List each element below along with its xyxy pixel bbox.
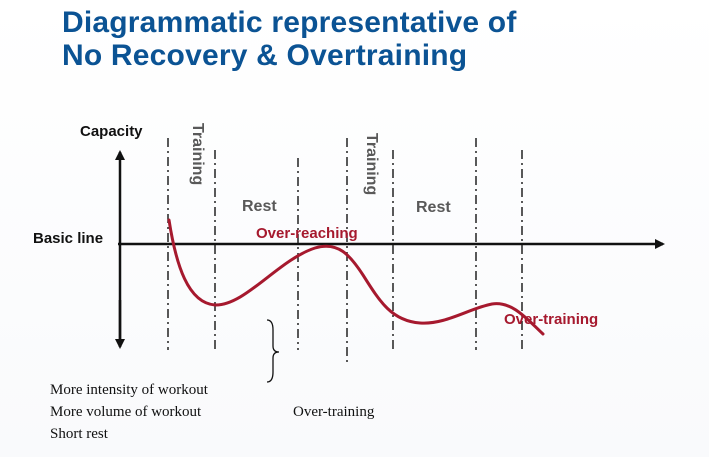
baseline-label: Basic line	[33, 230, 103, 247]
over-training-label: Over-training	[504, 311, 598, 328]
slide-title: Diagrammatic representative of No Recove…	[62, 6, 517, 72]
phase-label-training-1: Training	[189, 123, 206, 185]
slide-title-line-1: Diagrammatic representative of	[62, 6, 517, 39]
phase-label-rest-2: Rest	[416, 199, 451, 216]
cause-line-3: Short rest	[50, 426, 109, 442]
over-reaching-label: Over-reaching	[256, 225, 358, 242]
cause-line-1: More intensity of workout	[50, 382, 209, 398]
cause-line-2: More volume of workout	[50, 404, 202, 420]
curly-brace	[266, 319, 280, 383]
phase-dividers	[167, 138, 523, 365]
result-note: Over-training	[293, 404, 375, 420]
phase-label-training-2: Training	[363, 133, 380, 195]
slide-title-line-2: No Recovery & Overtraining	[62, 39, 468, 72]
capacity-curve	[167, 218, 545, 336]
y-axis-label: Capacity	[80, 123, 143, 140]
phase-label-rest-1: Rest	[242, 198, 277, 215]
